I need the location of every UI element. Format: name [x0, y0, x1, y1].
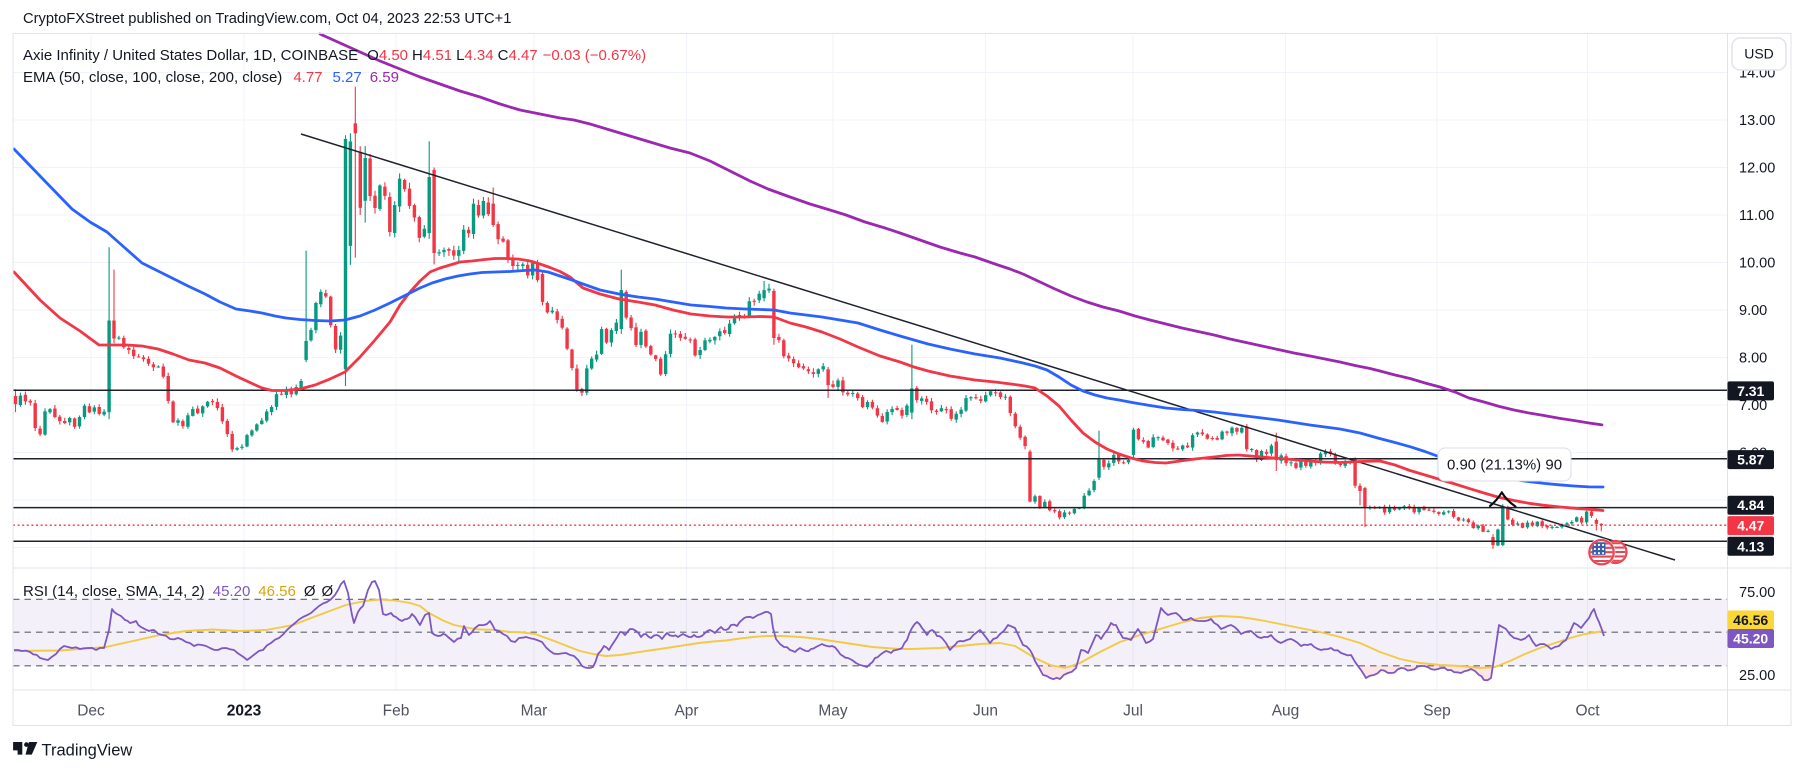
- svg-text:25.00: 25.00: [1739, 668, 1775, 684]
- svg-text:Feb: Feb: [383, 703, 410, 720]
- svg-text:46.56: 46.56: [1733, 612, 1768, 628]
- svg-text:75.00: 75.00: [1739, 585, 1775, 601]
- svg-text:Apr: Apr: [674, 703, 698, 720]
- svg-text:CryptoFXStreet published on Tr: CryptoFXStreet published on TradingView.…: [23, 11, 511, 27]
- svg-text:May: May: [818, 703, 848, 720]
- svg-text:RSI (14, close, SMA, 14, 2)45.: RSI (14, close, SMA, 14, 2) 45.20 46.56 Ø Ø: [23, 583, 334, 600]
- svg-text:Jul: Jul: [1123, 703, 1143, 720]
- svg-text:Dec: Dec: [77, 703, 105, 720]
- svg-text:2023: 2023: [227, 703, 262, 720]
- svg-text:Sep: Sep: [1423, 703, 1451, 720]
- svg-text:7.31: 7.31: [1737, 383, 1764, 399]
- svg-text:11.00: 11.00: [1739, 208, 1774, 224]
- svg-text:0.90 (21.13%) 90: 0.90 (21.13%) 90: [1447, 457, 1562, 474]
- svg-text:4.13: 4.13: [1737, 538, 1764, 554]
- svg-text:Mar: Mar: [521, 703, 548, 720]
- svg-text:Aug: Aug: [1272, 703, 1300, 720]
- svg-text:7.00: 7.00: [1739, 398, 1767, 414]
- svg-text:13.00: 13.00: [1739, 113, 1775, 129]
- svg-text:USD: USD: [1744, 46, 1774, 62]
- svg-text:45.20: 45.20: [1733, 631, 1768, 647]
- svg-text:Oct: Oct: [1575, 703, 1600, 720]
- svg-text:EMA (50, close, 100, close, 20: EMA (50, close, 100, close, 200, close) 4…: [23, 69, 399, 86]
- svg-text:Jun: Jun: [973, 703, 998, 720]
- svg-text:5.87: 5.87: [1737, 452, 1764, 468]
- svg-text:4.84: 4.84: [1737, 497, 1764, 513]
- svg-text:8.00: 8.00: [1739, 351, 1767, 367]
- svg-text:12.00: 12.00: [1739, 161, 1775, 177]
- svg-text:9.00: 9.00: [1739, 303, 1767, 319]
- svg-text:Axie Infinity / United States: Axie Infinity / United States Dollar, 1D…: [23, 47, 646, 64]
- svg-text:TradingView: TradingView: [42, 741, 133, 759]
- svg-text:4.47: 4.47: [1737, 518, 1764, 534]
- svg-text:10.00: 10.00: [1739, 256, 1775, 272]
